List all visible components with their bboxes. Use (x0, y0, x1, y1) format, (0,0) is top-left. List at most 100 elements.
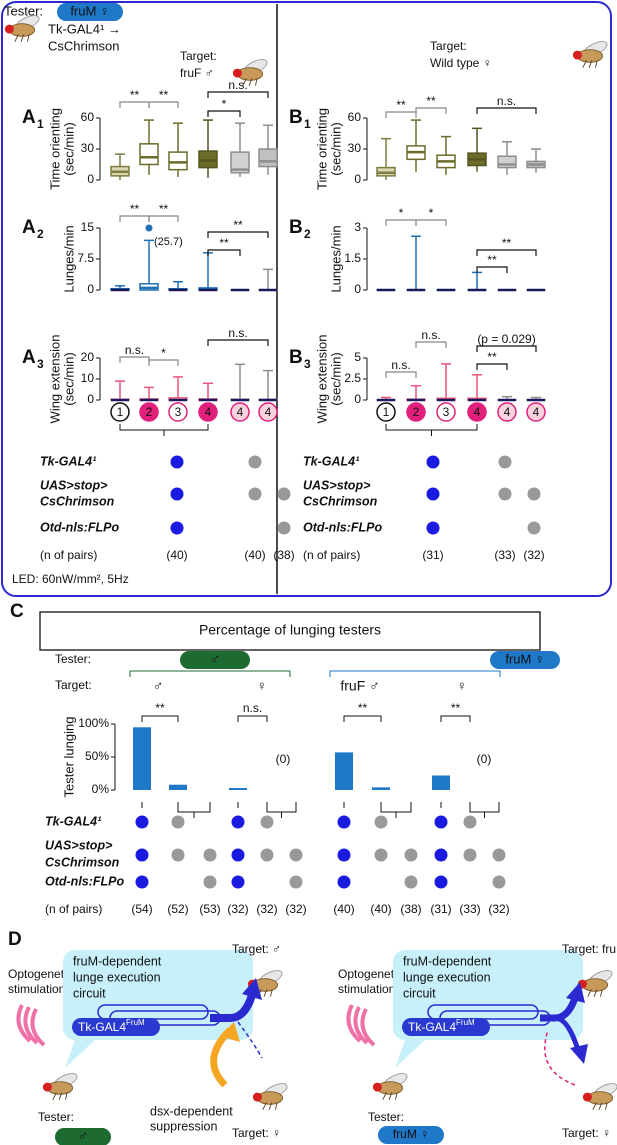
suppression-label: suppression (150, 1119, 217, 1133)
sig-bracket (476, 107, 537, 114)
circuit-label: lunge execution (403, 970, 491, 984)
sig-bracket (237, 715, 268, 722)
fly-leg (263, 989, 268, 997)
condition-label: 1 (117, 405, 124, 419)
n-value: (53) (199, 902, 220, 916)
fly-leg (582, 60, 587, 68)
light-wave (16, 1004, 32, 1043)
y-axis-label: (sec/min) (61, 122, 76, 175)
sig-label: * (429, 206, 434, 220)
panel-letter: B (289, 347, 303, 368)
box (139, 143, 159, 166)
y-axis-label: (sec/min) (328, 122, 343, 175)
fly-leg (269, 989, 273, 997)
sig-label: ** (130, 202, 140, 216)
sig-label: n.s. (391, 358, 410, 372)
target-name: fruF ♂ (340, 678, 379, 694)
y-tick-label: 0 (354, 392, 361, 406)
circuit-label: fruM-dependent (403, 954, 492, 968)
y-tick-label: 60 (348, 110, 362, 124)
y-axis-label: Time orienting (314, 108, 329, 190)
genotype-dot (203, 848, 217, 862)
bar (335, 752, 353, 790)
panel-subscript: 3 (37, 357, 44, 371)
panel-letter: A (22, 347, 36, 368)
genotype-dot (492, 848, 506, 862)
fly-eye (572, 50, 582, 60)
genotype-dot (231, 848, 245, 862)
driver-superscript: FruM (126, 1018, 145, 1027)
fly-leg (394, 1092, 398, 1100)
fly-leg (20, 34, 25, 42)
y-tick-label: 0 (87, 282, 94, 296)
group-bracket (469, 808, 500, 818)
light-wave (360, 1008, 376, 1047)
tester-label: Tester: (38, 1110, 74, 1124)
y-axis-label: Tester lunging (61, 717, 76, 798)
sig-label: * (161, 346, 166, 360)
panel-letter: B (289, 107, 303, 128)
driver-name: Tk-GAL4 (78, 1020, 126, 1034)
panel-letter: A (22, 107, 36, 128)
y-tick-label: 0% (92, 782, 110, 796)
sig-bracket (415, 107, 447, 114)
condition-circle (406, 402, 426, 422)
callout (395, 1040, 425, 1068)
y-tick-label: 5 (354, 350, 361, 364)
tester-badge-text: fruM ♀ (70, 3, 109, 18)
group-bracket (380, 808, 412, 818)
panel-ab-border (1, 1, 612, 597)
effector: CsChrimson (48, 38, 120, 53)
tester-label: Tester: (4, 3, 43, 18)
output-arrow (210, 993, 256, 1022)
genotype-dot (260, 815, 274, 829)
sig-label: ** (487, 253, 497, 267)
condition-label: 1 (383, 405, 390, 419)
group-bracket (385, 424, 478, 436)
fly-leg (382, 1092, 387, 1100)
fly-leg (248, 78, 253, 86)
circuit-label: lunge execution (73, 970, 161, 984)
sig-label: ** (396, 98, 406, 112)
arrow-head (570, 1044, 588, 1064)
panel-subscript: 3 (304, 357, 311, 371)
circuit-label: circuit (73, 986, 106, 1000)
n-value: (32) (285, 902, 306, 916)
genotype-dot (170, 521, 184, 535)
circuit-label: fruM-dependent (73, 954, 162, 968)
fly-leg (254, 78, 258, 86)
sig-bracket (119, 215, 150, 222)
n-value: (32) (256, 902, 277, 916)
sig-label: ** (426, 94, 436, 108)
light-wave (353, 1006, 369, 1045)
n-value: (31) (430, 902, 451, 916)
fly-icon (372, 1073, 408, 1100)
output-arrow (554, 1015, 581, 1051)
genotype-dot (277, 487, 291, 501)
condition-label: 4 (237, 405, 244, 419)
tester-badge-text: fruM ♀ (505, 651, 544, 666)
fly-eye (42, 1082, 52, 1092)
condition-circle (258, 402, 278, 422)
fly-eye (372, 1082, 382, 1092)
y-tick-label: 1.5 (344, 251, 361, 265)
fly-icon (252, 1083, 288, 1110)
condition-circle (497, 402, 517, 422)
panel-letter: B (289, 217, 303, 238)
target-name: ♂ (153, 678, 164, 694)
driver-pill (72, 1018, 160, 1036)
zero-label: (0) (477, 752, 492, 766)
genotype-row-label: Tk-GAL4¹ (45, 814, 102, 828)
arrow-head (220, 1022, 240, 1042)
fly-icon (582, 1083, 617, 1110)
fly-leg (52, 1092, 57, 1100)
genotype-row-label: Otd-nls:FLPo (45, 874, 125, 888)
tester-label: Tester: (368, 1110, 404, 1124)
y-tick-label: 60 (81, 110, 95, 124)
genotype-dot (498, 455, 512, 469)
fly-leg (262, 1102, 267, 1110)
n-value: (33) (459, 902, 480, 916)
n-label: (n of pairs) (45, 902, 102, 916)
fly-leg (268, 1102, 273, 1110)
